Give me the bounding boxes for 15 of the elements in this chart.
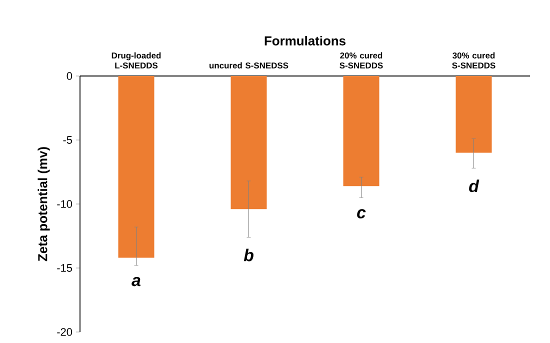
y-tick-label: -20 xyxy=(57,328,72,336)
x-tick-label: 30% cured S-SNEDDS xyxy=(452,52,496,68)
annotation: a xyxy=(132,276,140,286)
annotation: b xyxy=(244,248,254,262)
x-axis-title: Formulations xyxy=(264,36,346,46)
x-tick-label: uncured S-SNEDSS xyxy=(210,62,288,68)
annotation: d xyxy=(469,180,480,192)
x-tick-label: Drug-loaded L-SNEDDS xyxy=(112,52,161,68)
x-tick-label: 20% cured S-SNEDDS xyxy=(340,52,383,68)
y-tick-label: 0 xyxy=(66,72,72,80)
y-tick-label: -15 xyxy=(57,264,72,272)
y-axis-title: Zeta potential (mv) xyxy=(38,147,50,262)
annotation: c xyxy=(357,209,366,218)
y-tick-label: -10 xyxy=(57,200,72,208)
y-tick-label: -5 xyxy=(63,136,72,144)
